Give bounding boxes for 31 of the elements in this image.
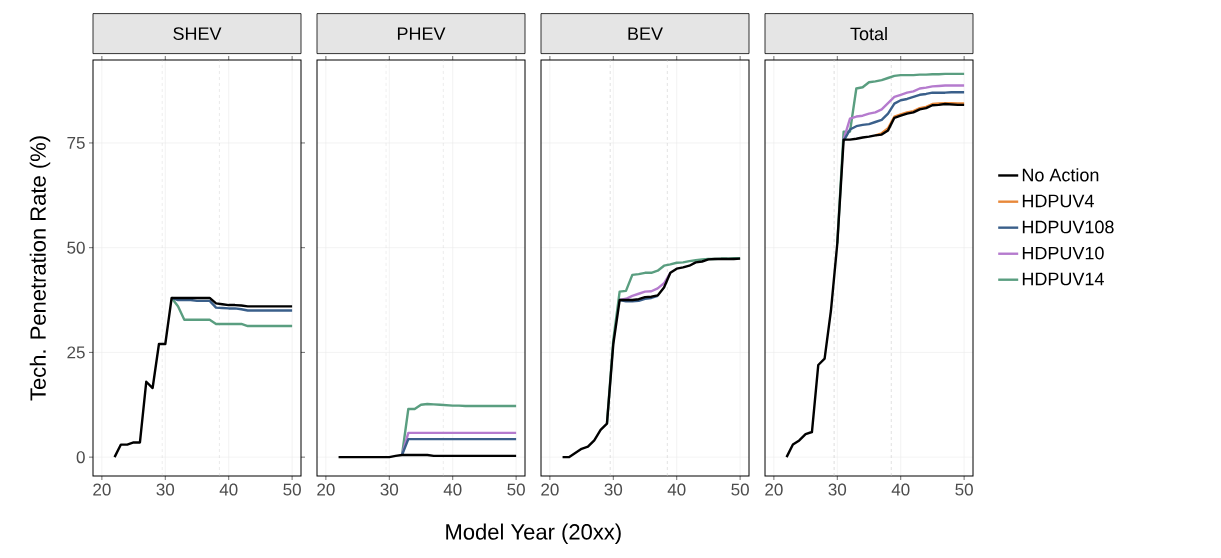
legend-label: HDPUV4 bbox=[1022, 194, 1094, 208]
x-tick-label: 40 bbox=[219, 483, 238, 496]
y-tick-label: 25 bbox=[67, 346, 85, 359]
y-tick-label: 75 bbox=[67, 137, 85, 149]
y-axis-title: Tech. Penetration Rate (%) bbox=[29, 136, 51, 401]
chart-title: Total bbox=[850, 26, 887, 41]
legend-label: HDPUV10 bbox=[1022, 246, 1104, 260]
x-tick-label: 50 bbox=[283, 483, 301, 496]
x-tick-label: 30 bbox=[156, 483, 175, 496]
chart-title: BEV bbox=[628, 27, 663, 40]
x-tick-label: 20 bbox=[541, 483, 559, 496]
y-tick-label: 0 bbox=[76, 451, 85, 464]
x-tick-label: 40 bbox=[443, 483, 462, 496]
x-tick-label: 40 bbox=[667, 483, 686, 496]
x-tick-label: 20 bbox=[317, 483, 335, 496]
legend-label: No Action bbox=[1022, 168, 1099, 182]
x-tick-label: 20 bbox=[93, 483, 111, 496]
x-tick-label: 30 bbox=[380, 483, 399, 496]
x-tick-label: 50 bbox=[731, 483, 749, 496]
x-tick-label: 50 bbox=[507, 483, 525, 496]
legend-label: HDPUV108 bbox=[1022, 220, 1114, 234]
chart-title: PHEV bbox=[397, 27, 446, 40]
x-tick-label: 40 bbox=[891, 483, 910, 496]
x-tick-label: 30 bbox=[604, 483, 623, 496]
x-tick-label: 50 bbox=[955, 483, 973, 496]
x-axis-title: Model Year (20xx) bbox=[446, 523, 621, 545]
x-tick-label: 20 bbox=[765, 483, 783, 496]
legend-label: HDPUV14 bbox=[1022, 272, 1104, 286]
y-tick-label: 50 bbox=[67, 241, 85, 254]
x-tick-label: 30 bbox=[828, 483, 847, 496]
chart-title: SHEV bbox=[173, 27, 222, 40]
